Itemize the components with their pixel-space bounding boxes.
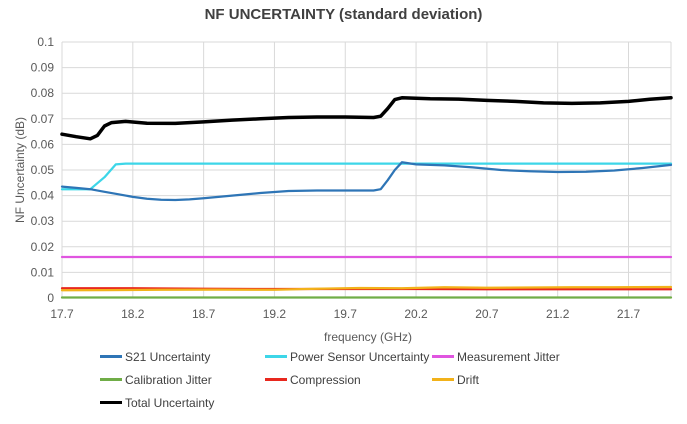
chart-title: NF UNCERTAINTY (standard deviation) (204, 6, 483, 23)
y-tick-label: 0.1 (37, 35, 54, 49)
legend-swatch (100, 401, 122, 405)
legend-swatch (100, 355, 122, 359)
y-axis-ticks: 0 0.01 0.02 0.03 0.04 0.05 0.06 0.07 0.08 0.09 0.1 (31, 35, 55, 305)
gridlines (61, 41, 672, 299)
legend-swatch (432, 355, 454, 359)
series-line-drift (60, 285, 673, 292)
x-tick-label: 21.7 (617, 307, 641, 321)
x-axis-label: frequency (GHz) (324, 330, 412, 344)
legend-item: Calibration Jitter (100, 372, 212, 388)
y-tick-label: 0.03 (31, 214, 55, 228)
legend-label: Drift (457, 373, 479, 387)
x-tick-label: 18.7 (192, 307, 216, 321)
legend-item: Measurement Jitter (432, 349, 560, 365)
series-lines (60, 96, 673, 299)
x-tick-label: 19.2 (263, 307, 287, 321)
legend-item: Total Uncertainty (100, 395, 214, 411)
legend-label: Measurement Jitter (457, 350, 560, 364)
y-axis-label: NF Uncertainty (dB) (13, 117, 27, 223)
y-tick-label: 0.04 (31, 189, 55, 203)
legend-item: Power Sensor Uncertainty (265, 349, 429, 365)
x-tick-label: 20.7 (475, 307, 499, 321)
x-tick-label: 21.2 (546, 307, 570, 321)
series-line-total-uncertainty (60, 96, 673, 141)
legend-item: Drift (432, 372, 479, 388)
x-tick-label: 18.2 (121, 307, 145, 321)
legend-item: S21 Uncertainty (100, 349, 210, 365)
legend-label: S21 Uncertainty (125, 350, 211, 364)
series-line-power-sensor-uncertainty (60, 162, 673, 191)
legend-swatch (432, 378, 454, 382)
x-tick-label: 17.7 (50, 307, 74, 321)
legend-label: Compression (290, 373, 361, 387)
legend-item: Compression (265, 372, 361, 388)
x-tick-label: 20.2 (404, 307, 428, 321)
y-tick-label: 0.08 (31, 86, 55, 100)
y-tick-label: 0.09 (31, 61, 55, 75)
legend-swatch (265, 378, 287, 382)
y-tick-label: 0.01 (31, 265, 55, 279)
x-axis-ticks: 17.7 18.2 18.7 19.2 19.7 20.2 20.7 21.2 21.7 (50, 307, 640, 321)
legend-swatch (265, 355, 287, 359)
legend-swatch (100, 378, 122, 382)
y-tick-label: 0.05 (31, 163, 55, 177)
y-tick-label: 0.02 (31, 240, 55, 254)
legend-label: Total Uncertainty (125, 396, 215, 410)
series-line-s21-uncertainty (60, 161, 673, 202)
legend-label: Calibration Jitter (125, 373, 212, 387)
y-tick-label: 0 (47, 291, 54, 305)
legend-label: Power Sensor Uncertainty (290, 350, 430, 364)
y-tick-label: 0.06 (31, 137, 55, 151)
x-tick-label: 19.7 (334, 307, 358, 321)
y-tick-label: 0.07 (31, 112, 55, 126)
